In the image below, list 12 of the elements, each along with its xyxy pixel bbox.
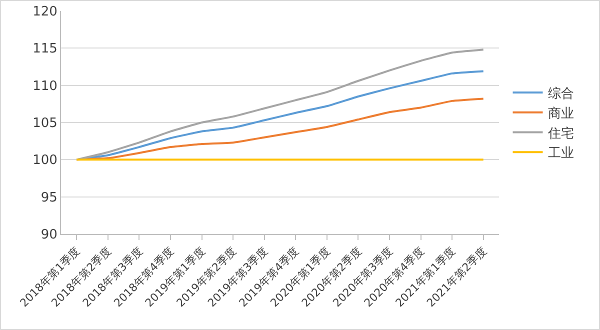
legend-label: 工业 (548, 146, 574, 162)
line-series (76, 48, 484, 161)
y-tick-label: 120 (32, 4, 58, 20)
y-tick-label: 105 (32, 116, 58, 132)
legend-label: 住宅 (546, 125, 574, 142)
y-tick-label: 90 (40, 228, 58, 243)
y-tick-label: 115 (32, 42, 58, 57)
y-tick-label: 100 (32, 153, 58, 168)
legend-label: 商业 (548, 106, 574, 122)
y-tick-label: 95 (40, 190, 58, 206)
legend-label: 综合 (548, 86, 574, 102)
y-tick-label: 110 (32, 78, 58, 94)
